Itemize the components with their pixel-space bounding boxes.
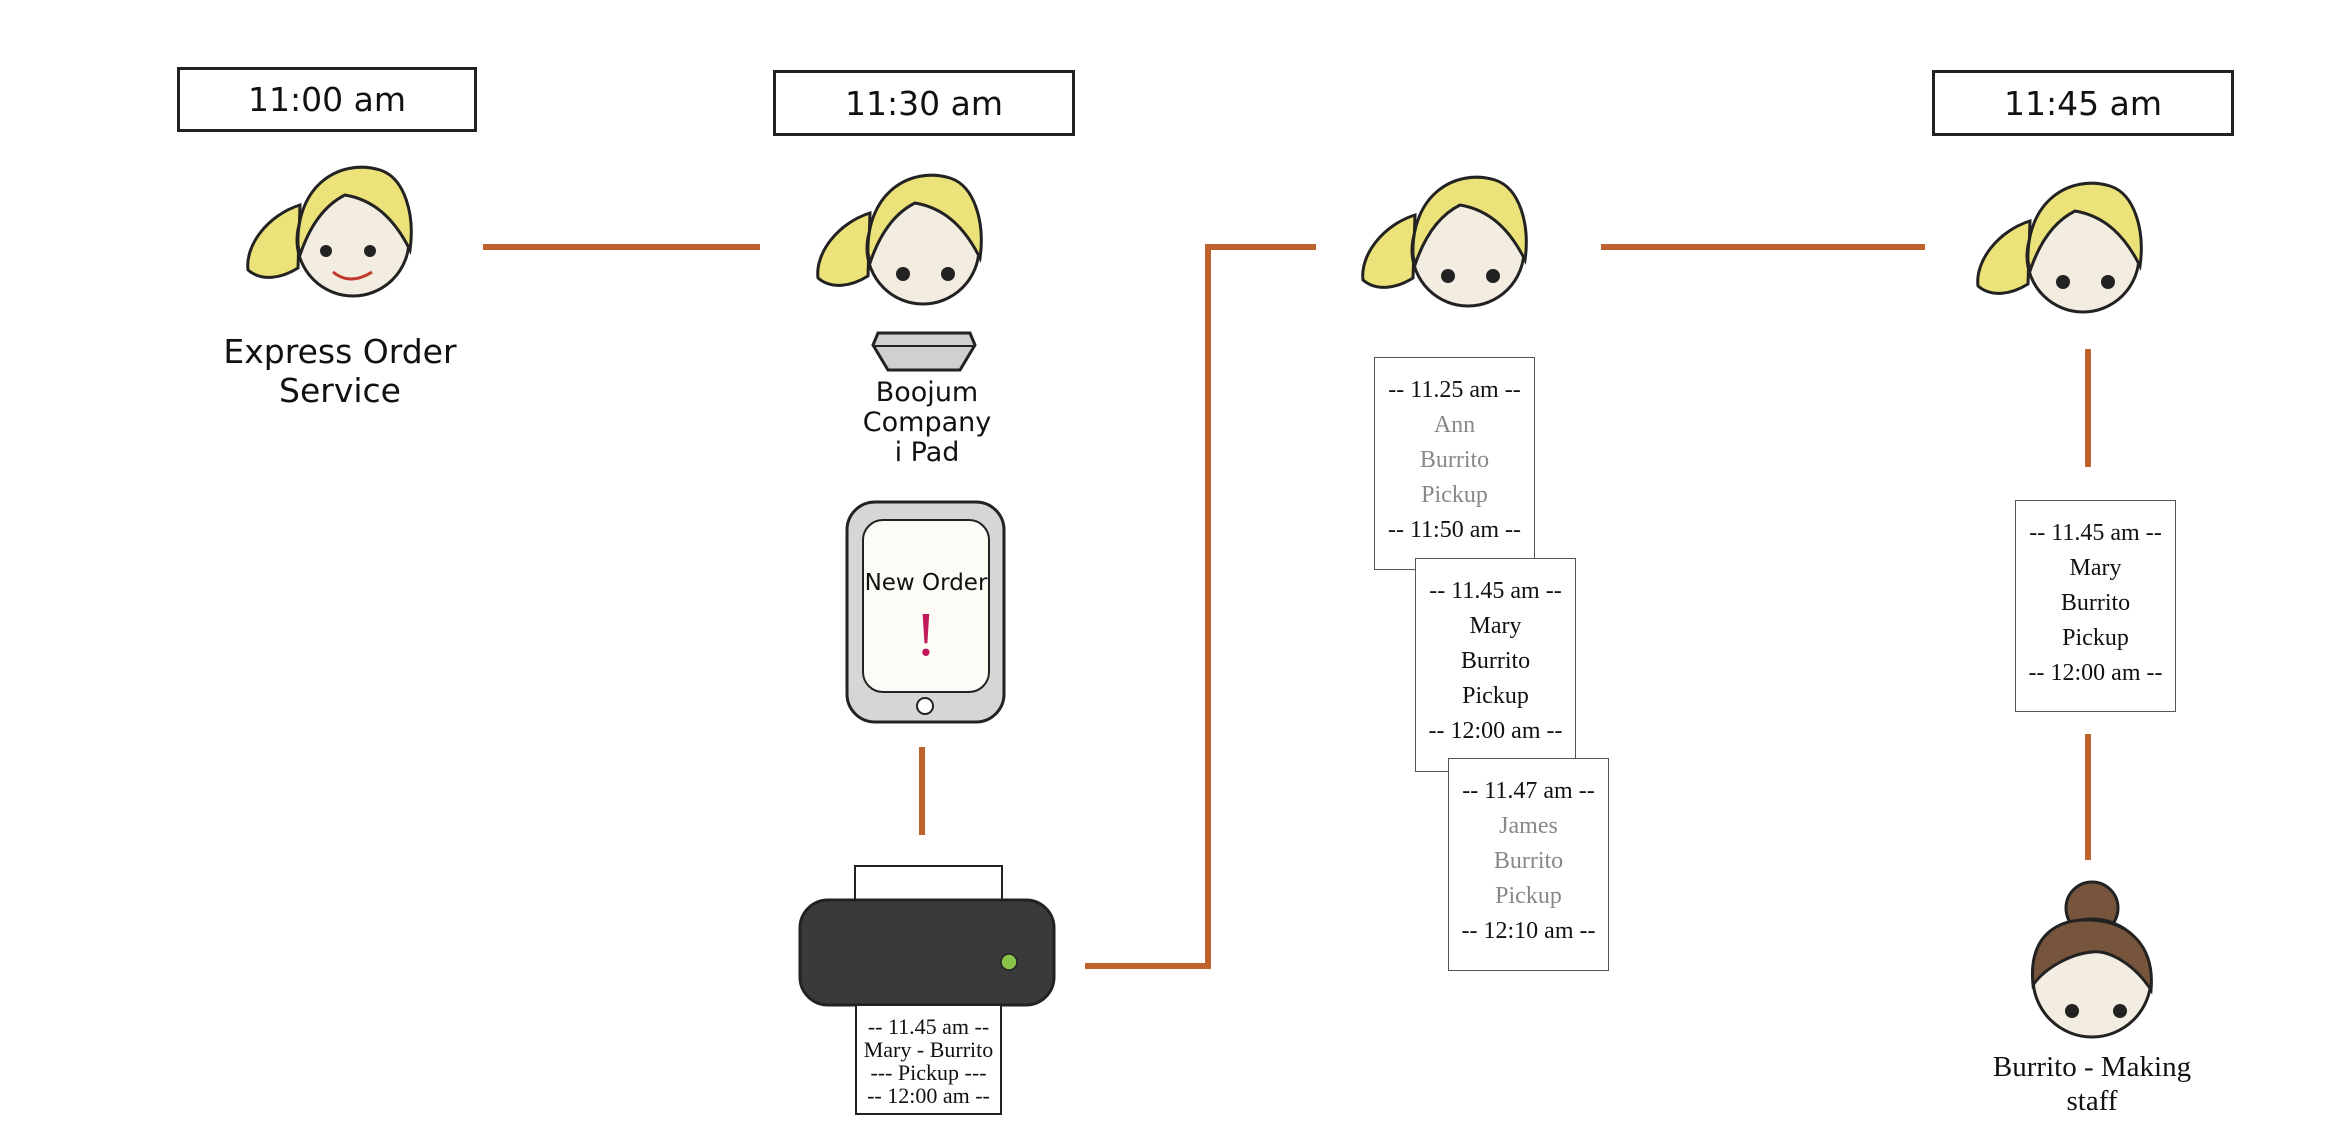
express-order-label: Express Order Service bbox=[223, 332, 457, 410]
order-ticket-james: -- 11.47 am -- James Burrito Pickup -- 1… bbox=[1448, 758, 1609, 971]
ipad-person-icon bbox=[816, 173, 983, 306]
order-ticket-ann: -- 11.25 am -- Ann Burrito Pickup -- 11:… bbox=[1374, 357, 1535, 570]
order-ticket-mary: -- 11.45 am -- Mary Burrito Pickup -- 12… bbox=[1415, 558, 1576, 772]
printer-icon bbox=[798, 865, 1056, 1007]
boojum-label: Boojum Company i Pad bbox=[862, 377, 992, 468]
order-ticket-pickup: -- 11.45 am -- Mary Burrito Pickup -- 12… bbox=[2015, 500, 2176, 712]
printed-order-slip: -- 11.45 am -- Mary - Burrito --- Pickup… bbox=[855, 1004, 1002, 1115]
time-box-1100: 11:00 am bbox=[177, 67, 477, 132]
ipad-icon bbox=[845, 500, 1006, 724]
time-label: 11:45 am bbox=[2004, 83, 2162, 123]
time-box-1130: 11:30 am bbox=[773, 70, 1075, 136]
alert-icon: ! bbox=[915, 601, 937, 669]
express-service-person-icon bbox=[246, 165, 413, 298]
pickup-person-icon bbox=[1976, 181, 2143, 314]
time-box-1145: 11:45 am bbox=[1932, 70, 2234, 136]
time-label: 11:00 am bbox=[248, 80, 406, 119]
tickets-person-icon bbox=[1361, 175, 1528, 308]
new-order-label: New Order bbox=[864, 570, 988, 596]
boojum-bowl-icon bbox=[871, 331, 977, 372]
burrito-staff-icon bbox=[2030, 880, 2153, 1039]
time-label: 11:30 am bbox=[845, 83, 1003, 123]
connector-lines bbox=[483, 244, 2091, 969]
connector-printer-tickets bbox=[1085, 244, 1316, 969]
burrito-staff-label: Burrito - Making staff bbox=[1992, 1051, 2192, 1117]
